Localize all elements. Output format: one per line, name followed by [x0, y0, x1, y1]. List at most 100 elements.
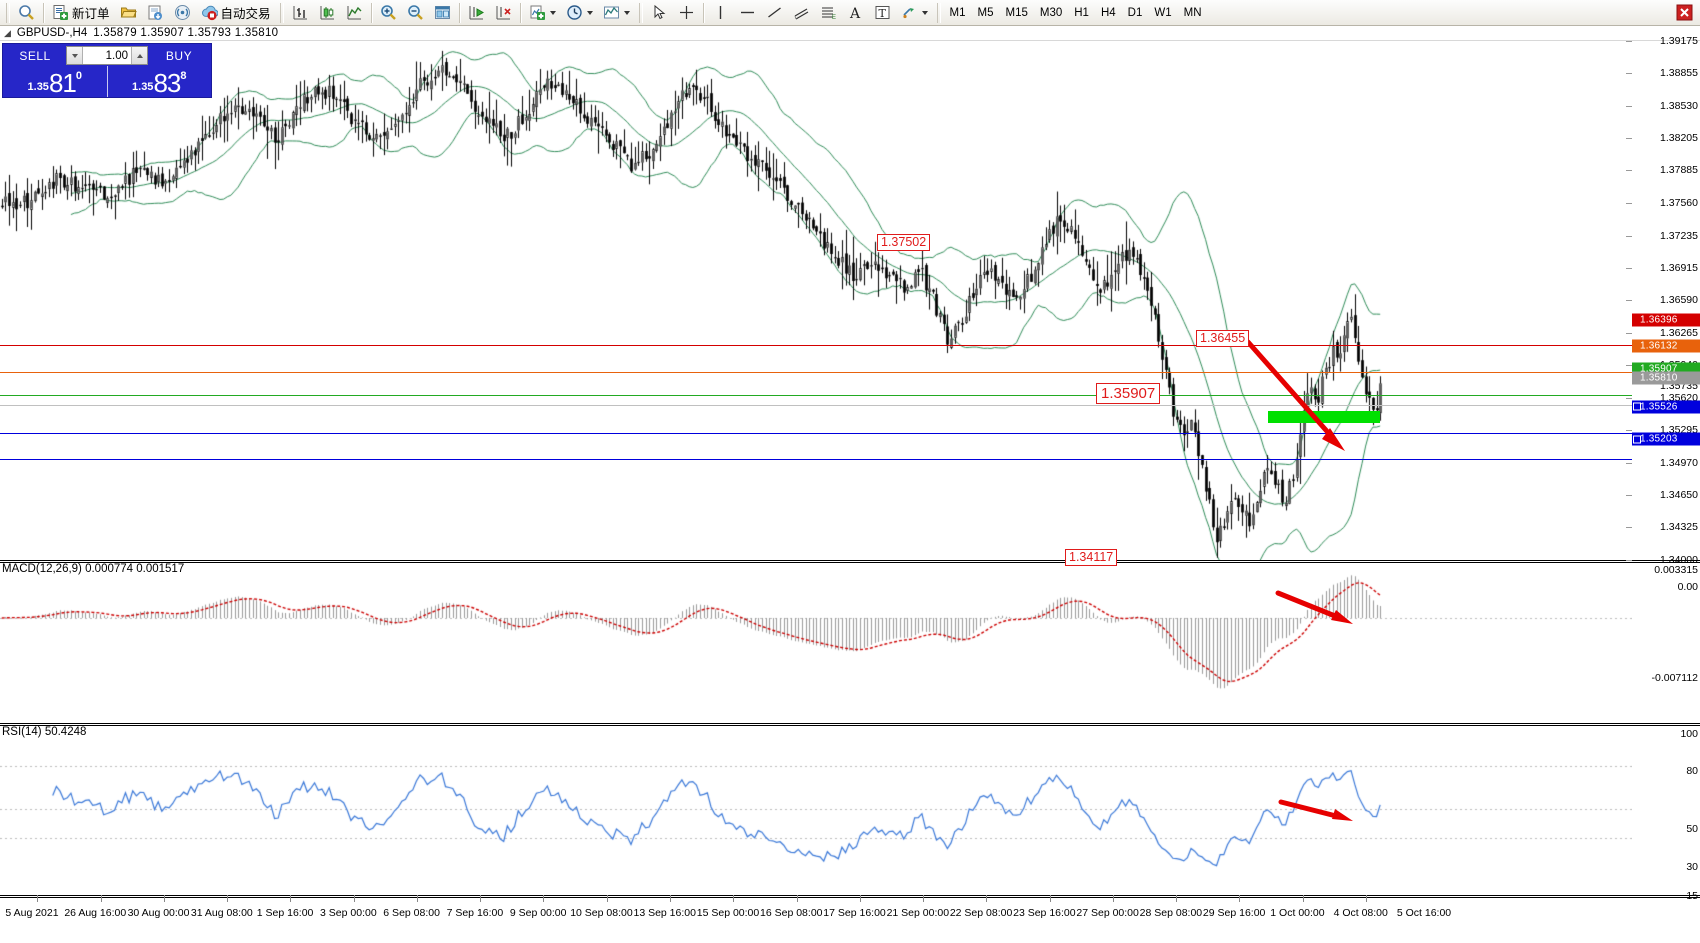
callout-entry[interactable]: 1.35907: [1096, 383, 1161, 404]
macd-pane[interactable]: MACD(12,26,9) 0.000774 0.001517: [0, 560, 1700, 723]
level-line-1.36132[interactable]: [0, 372, 1632, 373]
price-tick-1.39175: 1.39175: [1660, 35, 1698, 47]
chart-tile-button[interactable]: [430, 2, 455, 24]
indicator-icon: [530, 5, 545, 20]
callout-recent-high[interactable]: 1.36455: [1196, 330, 1250, 347]
zoom-out-icon: [407, 5, 423, 20]
auto-trading-button[interactable]: 自动交易: [197, 2, 275, 24]
crosshair-button[interactable]: [674, 2, 699, 24]
toolbar-right-group: [1671, 2, 1700, 24]
price-tick-mark: [1626, 235, 1632, 237]
callout-swing-high[interactable]: 1.37502: [877, 234, 931, 251]
toolbar-grip[interactable]: [4, 2, 11, 23]
price-tag-1.36132[interactable]: 1.36132: [1632, 339, 1700, 353]
buy-button[interactable]: BUY: [150, 46, 208, 66]
period-dropdown-caret[interactable]: [586, 10, 593, 15]
templates-button[interactable]: [599, 2, 634, 24]
new-order-button[interactable]: 新订单: [48, 2, 114, 24]
time-label-4: 1 Sep 16:00: [256, 907, 314, 919]
trendline-button[interactable]: [762, 2, 787, 24]
entry-zone-highlight[interactable]: [1268, 411, 1380, 423]
period-button[interactable]: [562, 2, 597, 24]
price-tag-label: 1.35810: [1640, 372, 1678, 384]
rsi-indicator-label: RSI(14) 50.4248: [2, 726, 87, 738]
chart-shift-button[interactable]: [491, 2, 516, 24]
time-label-1: 26 Aug 16:00: [64, 907, 127, 919]
horizontal-line-button[interactable]: [735, 2, 760, 24]
time-label-22: 5 Oct 16:00: [1396, 907, 1452, 919]
sell-button[interactable]: SELL: [6, 46, 64, 66]
timeframe-m30[interactable]: M30: [1039, 6, 1063, 19]
rsi-tick-50: 50: [1686, 823, 1698, 835]
price-chart-canvas[interactable]: [0, 41, 1632, 560]
arrows-button[interactable]: [897, 2, 932, 24]
svg-text:A: A: [849, 6, 861, 21]
zoom-in-button[interactable]: [376, 2, 401, 24]
timeframe-w1[interactable]: W1: [1154, 6, 1172, 19]
line-chart-button[interactable]: [342, 2, 367, 24]
level-line-1.35526[interactable]: [0, 433, 1632, 434]
rsi-canvas[interactable]: [0, 723, 1632, 895]
volume-stepper[interactable]: 1.00: [66, 46, 148, 65]
level-line-1.35907[interactable]: [0, 395, 1632, 396]
sell-price-prefix: 1.35: [27, 81, 49, 93]
level-handle-icon: [1633, 402, 1641, 411]
indicator-dropdown-caret[interactable]: [549, 10, 556, 15]
signals-button[interactable]: [170, 2, 195, 24]
timeframe-m5[interactable]: M5: [977, 6, 994, 19]
rsi-pane[interactable]: RSI(14) 50.4248: [0, 723, 1700, 895]
price-tick-mark: [1626, 527, 1632, 529]
time-tick: [796, 895, 798, 902]
price-tag-1.35810[interactable]: 1.35810: [1632, 371, 1700, 385]
bar-chart-button[interactable]: [288, 2, 313, 24]
templates-dropdown-caret[interactable]: [623, 10, 630, 15]
price-tick-mark: [1626, 430, 1632, 432]
price-axis[interactable]: 1.39175 1.38855 1.38530 1.38205 1.37885 1.375…: [1626, 35, 1700, 943]
timeframe-m1[interactable]: M1: [949, 6, 966, 19]
cursor-button[interactable]: [647, 2, 672, 24]
timeframe-h4[interactable]: H4: [1100, 6, 1116, 19]
fibonacci-button[interactable]: E: [816, 2, 841, 24]
symbol-ohlc: 1.35879 1.35907 1.35793 1.35810: [93, 27, 279, 39]
price-tag-1.36396[interactable]: 1.36396: [1632, 313, 1700, 327]
price-tick-mark: [1626, 73, 1632, 75]
timeframe-h1[interactable]: H1: [1074, 6, 1089, 19]
timeframe-d1[interactable]: D1: [1127, 6, 1143, 19]
price-tick-1.36915: 1.36915: [1660, 261, 1698, 274]
price-pane[interactable]: 1.37502 1.36455 1.35907 1.34117: [0, 41, 1700, 566]
equidistant-channel-button[interactable]: [789, 2, 814, 24]
volume-decrease-button[interactable]: [67, 47, 83, 64]
chart-container[interactable]: 1.37502 1.36455 1.35907 1.34117 MACD(12,…: [0, 35, 1700, 943]
auto-scroll-button[interactable]: [464, 2, 489, 24]
zoom-out-button[interactable]: [403, 2, 428, 24]
macd-canvas[interactable]: [0, 560, 1632, 723]
level-line-1.35810[interactable]: [0, 405, 1632, 406]
volume-increase-button[interactable]: [131, 47, 147, 64]
timeframe-m15[interactable]: M15: [1005, 6, 1028, 19]
arrows-dropdown-caret[interactable]: [921, 10, 928, 15]
toolbar-grip-3[interactable]: [636, 2, 644, 23]
level-line-1.36396[interactable]: [0, 345, 1632, 346]
one-click-trading-panel[interactable]: SELL 1.00 BUY 1.35 81 0 1.35 83 8: [2, 43, 212, 98]
new-order-icon: [53, 5, 68, 20]
timeframe-mn[interactable]: MN: [1183, 6, 1202, 19]
label-button[interactable]: T: [870, 2, 895, 24]
toolbar-grip-2[interactable]: [277, 2, 285, 23]
callout-swing-low[interactable]: 1.34117: [1065, 549, 1118, 566]
volume-value[interactable]: 1.00: [105, 49, 128, 62]
price-tag-1.35203[interactable]: 1.35203: [1632, 432, 1700, 446]
close-chart-button[interactable]: [1672, 2, 1697, 24]
text-button[interactable]: A: [843, 2, 868, 24]
mql5-community-button[interactable]: [143, 2, 168, 24]
candlestick-chart-button[interactable]: [315, 2, 340, 24]
sell-price-display[interactable]: 1.35 81 0: [3, 66, 107, 97]
toolbar-grip-4[interactable]: [934, 2, 942, 23]
level-line-1.35203[interactable]: [0, 459, 1632, 460]
toolbar-separator: [43, 2, 44, 23]
expert-advisors-button[interactable]: [116, 2, 141, 24]
buy-price-display[interactable]: 1.35 83 8: [108, 66, 212, 97]
toolbar-search-button[interactable]: [14, 2, 39, 24]
add-indicator-button[interactable]: [525, 2, 560, 24]
vertical-line-button[interactable]: [708, 2, 733, 24]
price-tag-1.35526[interactable]: 1.35526: [1632, 400, 1700, 414]
